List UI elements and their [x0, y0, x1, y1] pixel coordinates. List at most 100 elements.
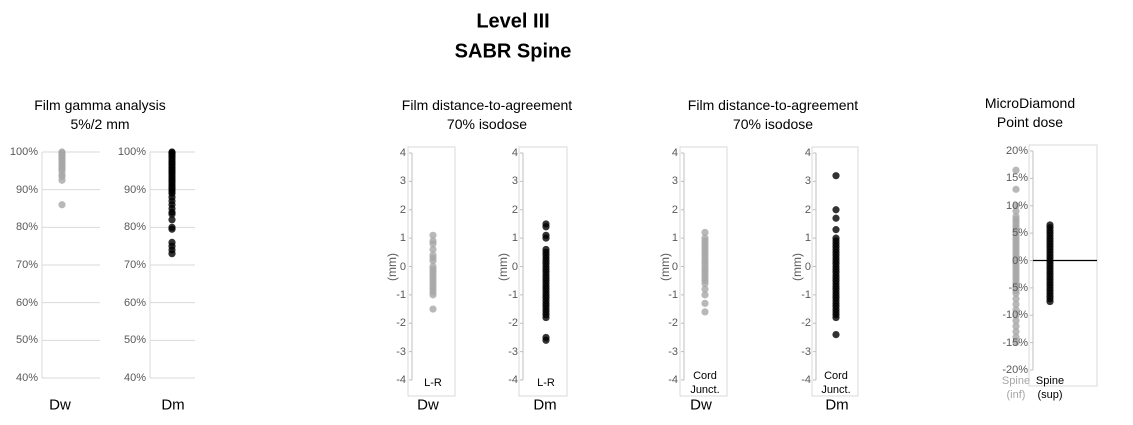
y-tick-label: -2 — [668, 317, 678, 330]
data-point — [1012, 295, 1020, 303]
y-tick-label: -3 — [801, 345, 811, 358]
data-point — [168, 210, 176, 218]
y-tick-label: 0% — [1012, 254, 1028, 267]
y-axis-label: (mm) — [790, 252, 804, 281]
y-tick-label: 4 — [671, 147, 678, 159]
data-point — [1046, 297, 1054, 306]
data-point — [701, 299, 709, 307]
y-axis-label: (mm) — [385, 252, 399, 281]
data-point — [542, 223, 550, 231]
data-point — [1012, 166, 1020, 174]
y-tick-label: -4 — [396, 374, 406, 386]
chart-title: Film gamma analysis — [34, 97, 166, 113]
data-point — [429, 240, 437, 248]
data-point — [1012, 289, 1020, 297]
data-point — [1012, 311, 1020, 319]
data-point — [1012, 207, 1020, 215]
y-tick-label: 20% — [1005, 145, 1028, 157]
category-label: Spine (sup) — [1035, 375, 1065, 401]
y-tick-label: 4 — [511, 147, 518, 159]
y-tick-label: 1 — [671, 232, 678, 245]
y-tick-label: 4 — [804, 147, 811, 159]
y-tick-label: 100% — [9, 146, 38, 158]
plot-frame — [811, 146, 859, 397]
y-tick-label: 60% — [123, 296, 146, 309]
y-tick-label: 40% — [15, 372, 38, 384]
data-point — [832, 214, 840, 222]
category-label: Cord Junct. — [690, 370, 720, 396]
y-tick-label: -1 — [508, 288, 518, 301]
y-tick-label: 0 — [804, 260, 811, 273]
plot-frame — [679, 146, 728, 397]
data-point — [701, 279, 709, 288]
y-tick-label: -3 — [508, 345, 518, 358]
y-tick-label: 90% — [15, 183, 38, 196]
y-tick-label: -10% — [1002, 309, 1028, 322]
data-point — [542, 234, 550, 242]
data-point — [429, 231, 437, 239]
chart-subtitle: 5%/2 mm — [70, 116, 130, 132]
chart-title: Film distance-to-agreement — [401, 97, 573, 113]
data-point — [429, 245, 437, 254]
y-tick-label: 80% — [123, 221, 146, 234]
y-tick-label: 0 — [511, 260, 518, 273]
data-point — [1012, 333, 1020, 341]
y-tick-label: -4 — [801, 374, 811, 386]
data-point — [832, 206, 840, 214]
data-point — [832, 313, 840, 322]
data-point — [58, 201, 66, 209]
y-tick-label: 5% — [1012, 227, 1028, 240]
data-point — [832, 331, 840, 339]
chart-subtitle: Point dose — [996, 114, 1064, 130]
y-tick-label: 3 — [511, 175, 518, 188]
data-point — [1012, 202, 1020, 210]
category-label: Cord Junct. — [821, 370, 851, 396]
data-point — [1012, 306, 1020, 314]
data-point — [832, 226, 840, 234]
panel-label: Dw — [417, 396, 439, 414]
data-point — [701, 285, 709, 293]
y-tick-label: -3 — [396, 345, 406, 358]
data-point — [1012, 317, 1020, 325]
data-point — [429, 305, 437, 313]
y-tick-label: 70% — [123, 259, 146, 271]
y-tick-label: 2 — [671, 203, 678, 216]
y-axis-label: (mm) — [658, 252, 672, 281]
figure-subtitle: SABR Spine — [454, 40, 572, 63]
data-point — [168, 250, 176, 258]
category-label: L-R — [424, 377, 442, 389]
plot-frame — [518, 146, 568, 397]
y-tick-label: -15% — [1002, 336, 1028, 349]
y-tick-label: 40% — [123, 372, 146, 384]
figure-title: Level III — [476, 10, 550, 33]
y-tick-label: 90% — [123, 183, 146, 196]
panel-label: Dm — [161, 396, 185, 414]
y-tick-label: 70% — [15, 259, 38, 271]
data-point — [168, 216, 176, 224]
panel-label: Dm — [825, 396, 849, 414]
y-tick-label: 10% — [1005, 199, 1028, 212]
data-point — [701, 291, 709, 299]
y-tick-label: 0 — [671, 260, 678, 273]
y-tick-label: -2 — [508, 317, 518, 330]
y-tick-label: 3 — [804, 175, 811, 188]
y-tick-label: 80% — [15, 221, 38, 234]
chart-subtitle: 70% isodose — [732, 116, 814, 132]
data-point — [701, 228, 709, 237]
y-tick-label: 60% — [15, 296, 38, 309]
data-point — [1012, 185, 1020, 193]
y-tick-label: -4 — [668, 374, 678, 386]
y-tick-label: 50% — [15, 334, 38, 347]
y-tick-label: 15% — [1005, 172, 1028, 185]
panel-label: Dm — [533, 396, 557, 414]
data-point — [1012, 322, 1020, 330]
y-tick-label: -4 — [508, 374, 518, 386]
chart-title: MicroDiamond — [984, 95, 1076, 111]
data-point — [1012, 300, 1020, 308]
y-tick-label: 0 — [399, 260, 406, 273]
panel-label: Dw — [49, 396, 71, 414]
category-label: Spine (inf) — [1001, 375, 1031, 401]
y-tick-label: 50% — [123, 334, 146, 347]
y-tick-label: 3 — [671, 175, 678, 188]
